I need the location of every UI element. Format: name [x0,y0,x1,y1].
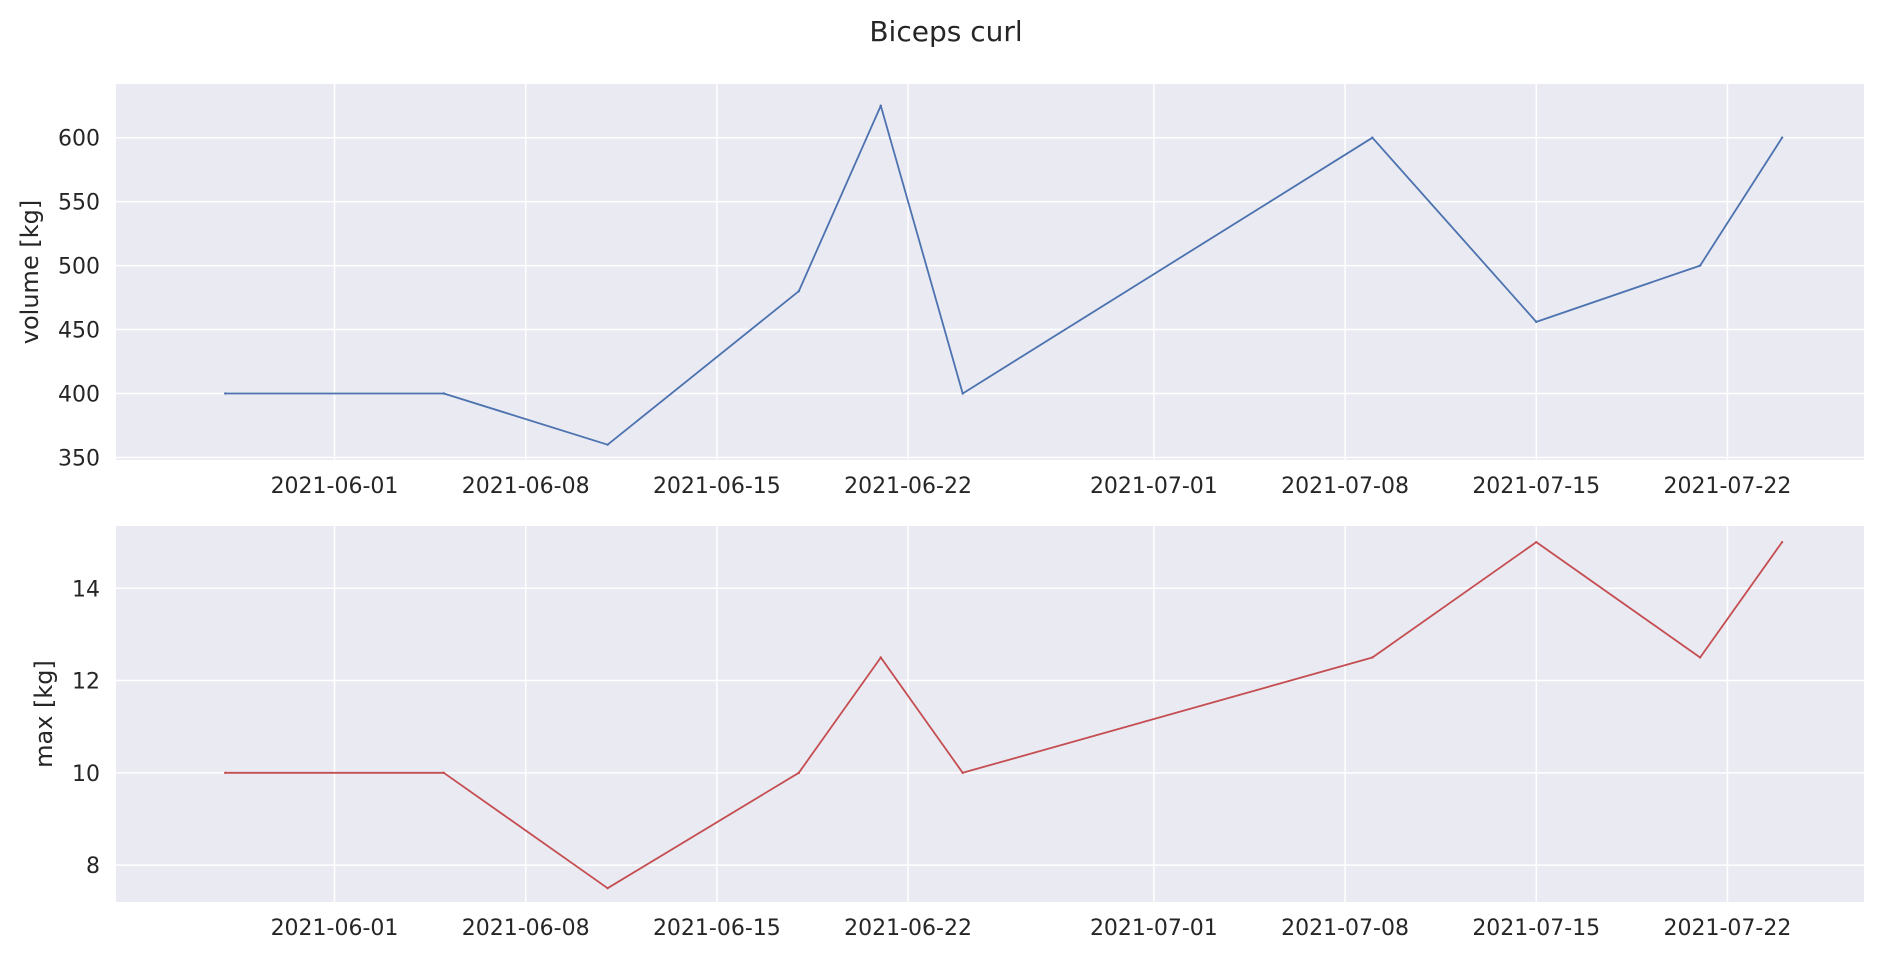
y-tick-label: 450 [58,319,100,344]
data-point [879,104,882,107]
y-axis-label: max [kg] [30,660,58,768]
data-point [1698,264,1702,267]
data-point [1371,136,1374,139]
x-tick-label: 2021-06-01 [271,916,399,941]
y-tick-label: 10 [72,762,100,787]
data-point [1535,320,1538,324]
plot-area [116,84,1864,460]
data-point [797,771,801,775]
x-tick-label: 2021-07-15 [1472,474,1600,499]
y-tick-label: 350 [58,446,100,471]
data-point [1371,656,1374,659]
x-tick-label: 2021-07-08 [1281,916,1409,941]
y-tick-label: 12 [72,670,100,695]
data-point [1780,540,1784,544]
chart-title: Biceps curl [869,15,1022,48]
data-point [1780,136,1784,139]
x-tick-label: 2021-07-15 [1472,916,1600,941]
x-tick-label: 2021-06-08 [462,916,590,941]
x-tick-label: 2021-07-01 [1090,474,1218,499]
x-tick-label: 2021-07-22 [1664,474,1792,499]
x-tick-label: 2021-06-22 [844,916,972,941]
x-tick-label: 2021-07-22 [1664,916,1792,941]
x-tick-label: 2021-06-15 [653,916,781,941]
subplot-2: 2021-06-01 2021-06-08 2021-06-15 2021-06-22… [30,526,1864,941]
y-tick-label: 8 [86,854,100,879]
data-point [797,289,801,293]
data-point [606,886,609,890]
data-point [1535,540,1538,544]
y-tick-label: 14 [72,577,100,602]
x-tick-label: 2021-06-08 [462,474,590,499]
data-point [1698,656,1702,659]
x-tick-label: 2021-07-08 [1281,474,1409,499]
series-line [225,541,1783,890]
data-point [442,771,445,775]
x-tick-label: 2021-06-01 [271,474,399,499]
data-point [606,443,609,446]
x-tick-label: 2021-06-15 [653,474,781,499]
data-point [442,392,445,395]
data-point [224,771,227,775]
y-tick-label: 600 [58,127,100,152]
x-tick-label: 2021-07-01 [1090,916,1218,941]
x-tick-label: 2021-06-22 [844,474,972,499]
data-point [961,771,964,775]
y-tick-label: 500 [58,255,100,280]
y-tick-label: 550 [58,191,100,216]
data-point [224,392,227,395]
y-axis-label: volume [kg] [16,200,44,344]
data-point [961,392,964,395]
series-line [225,104,1783,446]
subplot-1: 2021-06-01 2021-06-08 2021-06-15 2021-06-22… [16,84,1864,499]
plot-area [116,526,1864,902]
y-tick-label: 400 [58,382,100,407]
data-point [879,656,882,659]
